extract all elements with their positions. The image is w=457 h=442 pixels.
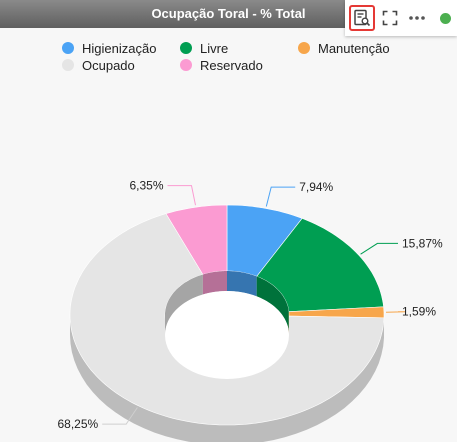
- more-options-button[interactable]: [404, 5, 430, 31]
- panel-toolbar: [345, 0, 457, 36]
- legend-item-livre[interactable]: Livre: [180, 40, 228, 56]
- legend-item-manutenção[interactable]: Manutenção: [298, 40, 390, 56]
- legend-item-ocupado[interactable]: Ocupado: [62, 57, 135, 73]
- more-options-icon: [409, 16, 425, 20]
- status-indicator: [440, 13, 451, 24]
- legend-label: Reservado: [200, 57, 263, 73]
- legend-label: Livre: [200, 40, 229, 56]
- leader-line-reservado: [167, 185, 196, 206]
- data-label-livre: 15,87%: [402, 236, 443, 250]
- table-view-button[interactable]: [349, 5, 375, 31]
- legend-swatch: [62, 59, 74, 71]
- legend-swatch: [180, 42, 192, 54]
- pie-inner-wall-reservado-0[interactable]: [202, 271, 227, 295]
- legend-item-reservado[interactable]: Reservado: [180, 57, 263, 73]
- data-label-reservado: 6,35%: [129, 179, 163, 193]
- leader-line-higienização: [265, 186, 296, 207]
- leader-line-manutenção: [385, 311, 406, 313]
- panel-title: Ocupação Toral - % Total: [151, 6, 306, 21]
- pie-inner-wall-ocupado-0[interactable]: [165, 274, 203, 336]
- pie-inner-wall-livre-0[interactable]: [256, 276, 289, 332]
- pie-hole[interactable]: [165, 291, 289, 379]
- data-label-manutenção: 1,59%: [402, 305, 436, 319]
- legend-swatch: [180, 59, 192, 71]
- legend-item-higienização[interactable]: Higienização: [62, 40, 156, 56]
- fullscreen-icon: [382, 10, 398, 26]
- legend-label: Ocupado: [82, 57, 135, 73]
- leader-line-ocupado: [102, 407, 138, 425]
- data-label-higienização: 7,94%: [299, 180, 333, 194]
- data-label-ocupado: 68,25%: [57, 417, 98, 431]
- leader-line-livre: [360, 242, 398, 255]
- legend-label: Higienização: [82, 40, 157, 56]
- legend-swatch: [298, 42, 310, 54]
- pie-inner-wall-higienização-0[interactable]: [227, 271, 257, 297]
- fullscreen-button[interactable]: [377, 5, 403, 31]
- legend-label: Manutenção: [318, 40, 390, 56]
- table-view-icon: [354, 9, 371, 27]
- legend-swatch: [62, 42, 74, 54]
